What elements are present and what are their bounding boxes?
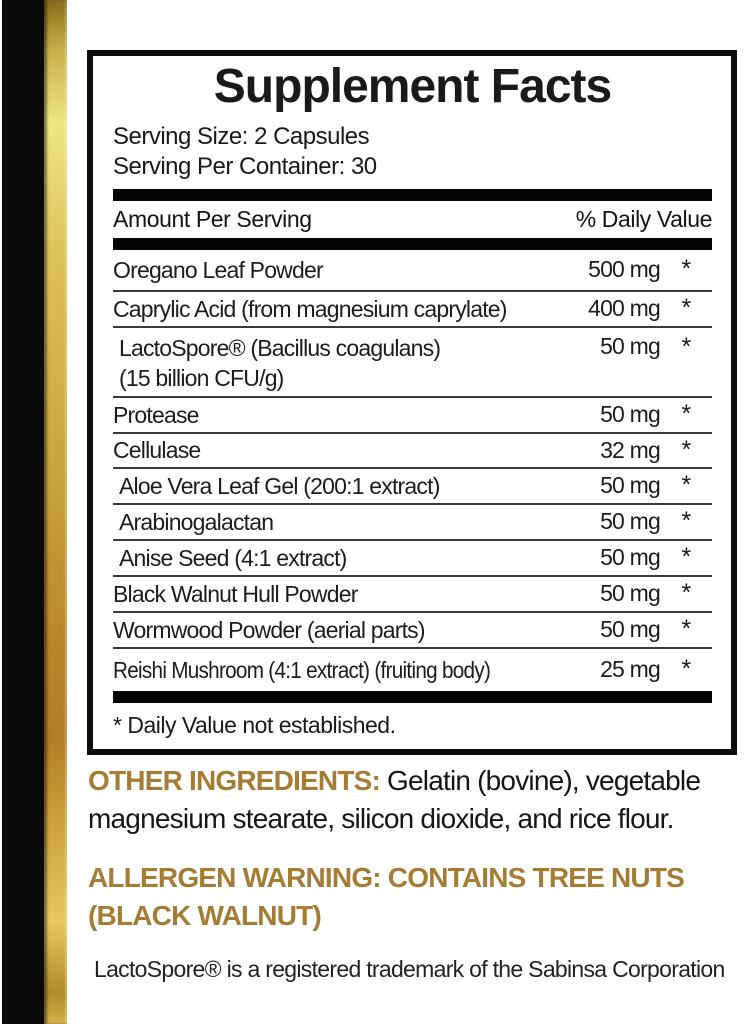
- ingredient-daily-value: *: [681, 294, 692, 323]
- table-row: Protease 50 mg *: [113, 398, 712, 434]
- ingredient-amount: 50 mg: [600, 332, 661, 359]
- ingredient-daily-value: *: [681, 435, 692, 464]
- ingredient-amount: 50 mg: [600, 616, 661, 643]
- ingredient-amount: 50 mg: [600, 544, 661, 571]
- daily-value-footnote: * Daily Value not established.: [113, 711, 396, 738]
- table-row: Wormwood Powder (aerial parts) 50 mg *: [113, 613, 712, 649]
- serving-per-container: Serving Per Container: 30: [113, 152, 377, 180]
- ingredient-name: Oregano Leaf Powder: [113, 256, 324, 283]
- other-ingredients-text: Gelatin (bovine), vegetable magnesium st…: [88, 765, 701, 834]
- ingredient-name: Aloe Vera Leaf Gel (200:1 extract): [119, 472, 440, 499]
- trademark-note: LactoSpore® is a registered trademark of…: [94, 956, 725, 982]
- table-header: Amount Per Serving % Daily Value: [113, 201, 712, 238]
- ingredient-daily-value: *: [681, 332, 692, 361]
- ingredient-daily-value: *: [681, 543, 692, 572]
- supplement-facts-panel: Supplement Facts Serving Size: 2 Capsule…: [87, 50, 737, 755]
- ingredient-amount: 400 mg: [588, 295, 661, 322]
- ingredient-daily-value: *: [681, 255, 692, 284]
- allergen-warning: ALLERGEN WARNING: CONTAINS TREE NUTS (BL…: [88, 862, 685, 931]
- left-black-bar: [2, 0, 44, 1024]
- divider-bar-bottom: [113, 690, 712, 703]
- table-row: Oregano Leaf Powder 500 mg *: [113, 250, 712, 292]
- footer-text-block: OTHER INGREDIENTS: Gelatin (bovine), veg…: [88, 762, 750, 983]
- table-row: Black Walnut Hull Powder 50 mg *: [113, 577, 712, 613]
- ingredient-daily-value: *: [681, 471, 692, 500]
- ingredient-daily-value: *: [681, 579, 692, 608]
- table-row: Arabinogalactan 50 mg *: [113, 505, 712, 541]
- ingredient-amount: 25 mg: [600, 656, 661, 683]
- ingredient-daily-value: *: [681, 400, 692, 429]
- ingredient-name: Black Walnut Hull Powder: [113, 580, 358, 607]
- ingredient-amount: 50 mg: [600, 472, 661, 499]
- ingredient-daily-value: *: [681, 507, 692, 536]
- ingredient-name: Reishi Mushroom (4:1 extract) (fruiting …: [113, 656, 491, 683]
- ingredient-name: Protease: [113, 401, 199, 428]
- table-row: Caprylic Acid (from magnesium caprylate)…: [113, 292, 712, 328]
- ingredient-amount: 50 mg: [600, 401, 661, 428]
- ingredient-name: Wormwood Powder (aerial parts): [113, 616, 426, 643]
- table-row: Aloe Vera Leaf Gel (200:1 extract) 50 mg…: [113, 469, 712, 505]
- panel-title: Supplement Facts: [213, 60, 612, 113]
- ingredient-name: Cellulase: [113, 437, 201, 464]
- table-row: Anise Seed (4:1 extract) 50 mg *: [113, 541, 712, 577]
- ingredient-name: Anise Seed (4:1 extract): [119, 544, 347, 571]
- gold-foil-stripe: [44, 0, 67, 1024]
- serving-size: Serving Size: 2 Capsules: [113, 122, 370, 150]
- ingredient-daily-value: *: [681, 655, 692, 684]
- ingredient-amount: 32 mg: [600, 436, 661, 463]
- ingredient-amount: 50 mg: [600, 508, 661, 535]
- divider-bar-top: [113, 188, 712, 201]
- divider-bar-header: [113, 237, 712, 250]
- column-daily-value: % Daily Value: [575, 205, 713, 232]
- table-row: LactoSpore® (Bacillus coagulans) (15 bil…: [113, 328, 712, 398]
- other-ingredients: OTHER INGREDIENTS: Gelatin (bovine), veg…: [88, 762, 750, 838]
- table-row: Reishi Mushroom (4:1 extract) (fruiting …: [113, 649, 712, 691]
- ingredient-name: LactoSpore® (Bacillus coagulans) (15 bil…: [119, 334, 441, 391]
- column-amount-per-serving: Amount Per Serving: [113, 205, 312, 232]
- ingredient-amount: 500 mg: [588, 256, 661, 283]
- ingredient-name: Arabinogalactan: [119, 508, 274, 535]
- ingredient-daily-value: *: [681, 615, 692, 644]
- ingredient-name: Caprylic Acid (from magnesium caprylate): [113, 295, 507, 322]
- table-row: Cellulase 32 mg *: [113, 434, 712, 469]
- other-ingredients-label: OTHER INGREDIENTS:: [88, 765, 381, 796]
- ingredient-amount: 50 mg: [600, 580, 661, 607]
